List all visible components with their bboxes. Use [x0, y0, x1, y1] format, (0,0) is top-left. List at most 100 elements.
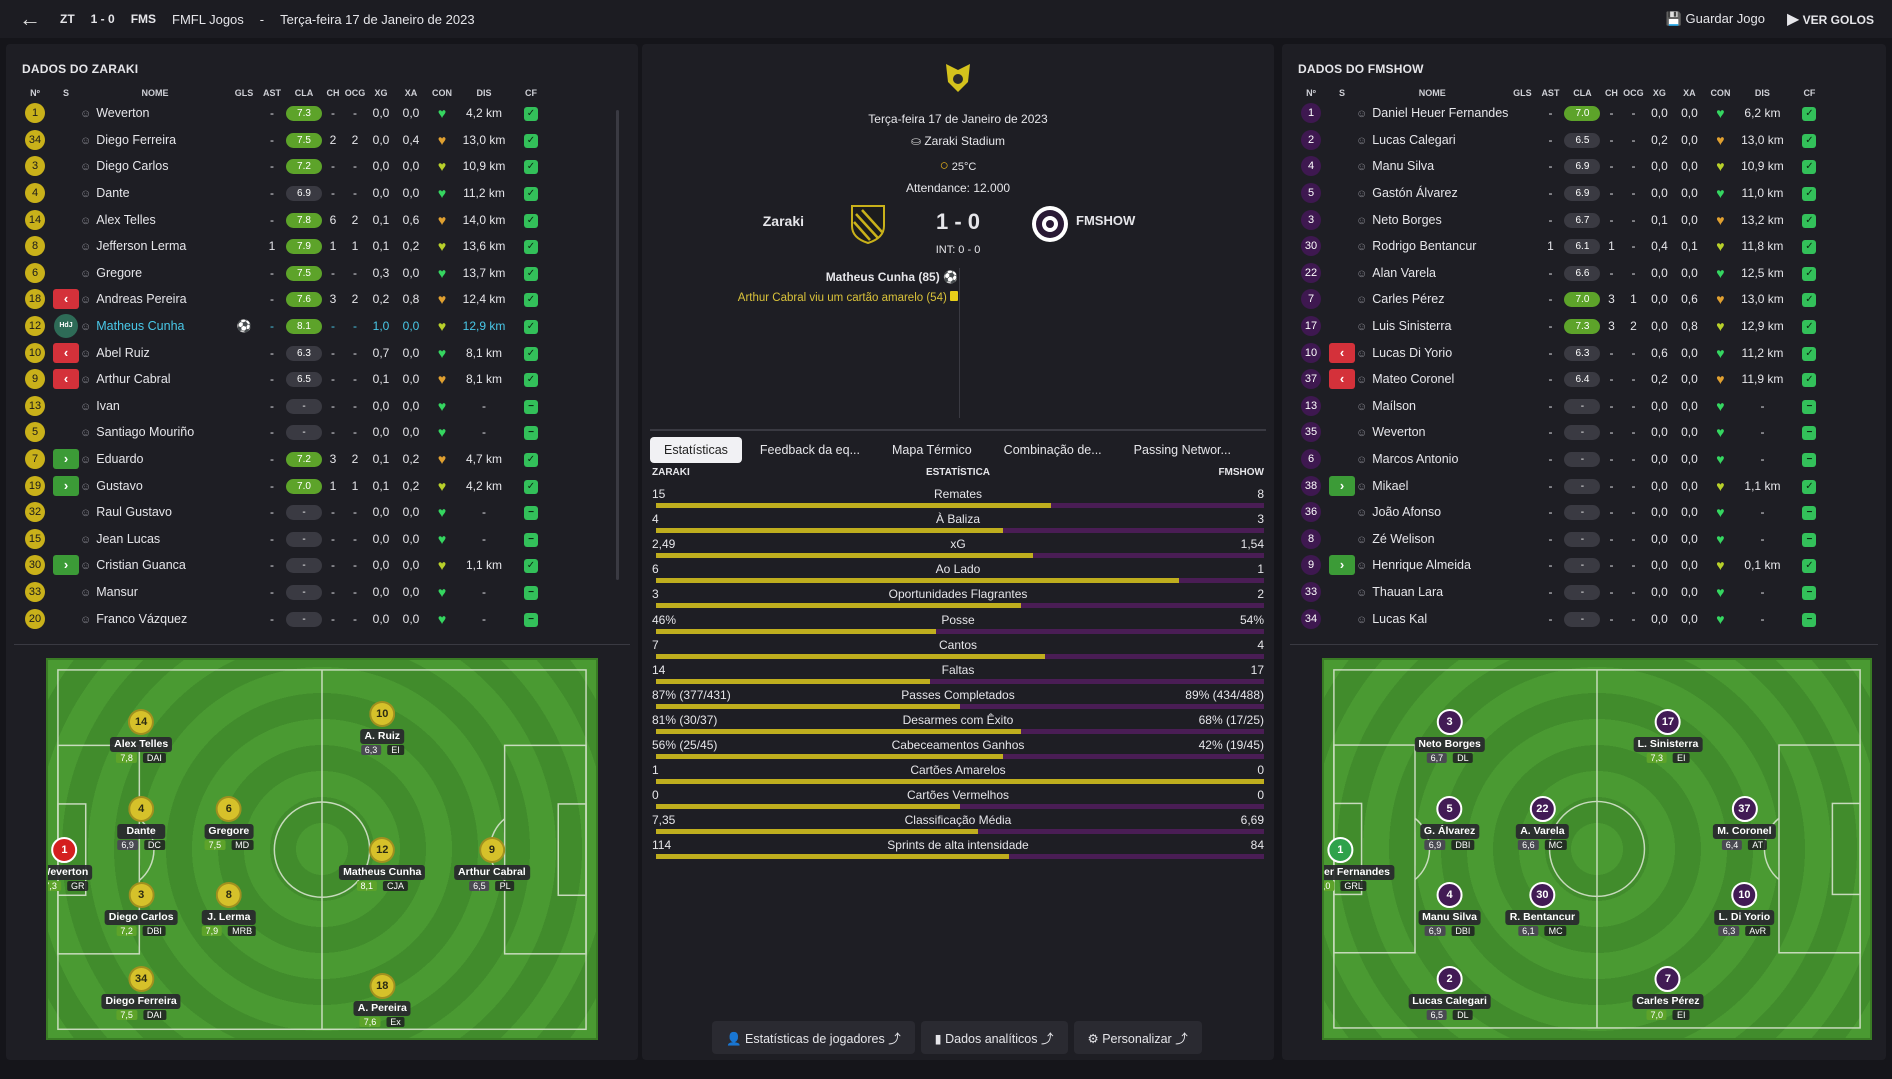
pitch-player-token[interactable]: 17 L. Sinisterra 7,3 EI: [1633, 708, 1703, 763]
pitch-player-token[interactable]: 3 Diego Carlos 7,2 DBI: [104, 882, 178, 937]
pitch-player-token[interactable]: 6 Gregore 7,5 MD: [204, 795, 254, 850]
column-header[interactable]: XA: [1683, 88, 1696, 98]
table-row[interactable]: 9 ‹ ☺ Arthur Cabral - 6.5 - - 0,1 0,0 ♥ 8…: [18, 366, 552, 393]
player-name[interactable]: Rodrigo Bentancur: [1372, 239, 1477, 254]
pitch-player-token[interactable]: 18 A. Pereira 7,6 Ex: [353, 973, 411, 1028]
table-row[interactable]: 4 ☺ Dante - 6.9 - - 0,0 0,0 ♥ 11,2 km ✓: [18, 180, 552, 207]
column-header[interactable]: XG: [374, 88, 388, 98]
column-header[interactable]: CLA: [1573, 88, 1592, 98]
column-header[interactable]: AST: [263, 88, 281, 98]
table-row[interactable]: 6 ☺ Gregore - 7.5 - - 0,3 0,0 ♥ 13,7 km ✓: [18, 260, 552, 287]
pitch-player-token[interactable]: 8 J. Lerma 7,9 MRB: [201, 882, 257, 937]
table-row[interactable]: 35 ☺ Weverton - - - - 0,0 0,0 ♥ - −: [1294, 419, 1830, 446]
table-row[interactable]: 18 ‹ ☺ Andreas Pereira - 7.6 3 2 0,2 0,8 …: [18, 286, 552, 313]
home-team-name[interactable]: Zaraki: [762, 213, 804, 229]
table-row[interactable]: 6 ☺ Marcos Antonio - - - - 0,0 0,0 ♥ - −: [1294, 446, 1830, 473]
column-header[interactable]: DIS: [1754, 88, 1770, 98]
pitch-player-token[interactable]: 1 D. Heuer Fernandes 7,0 GRL: [1324, 837, 1394, 892]
table-row[interactable]: 10 ‹ ☺ Lucas Di Yorio - 6.3 - - 0,6 0,0 ♥…: [1294, 339, 1830, 366]
tab-combination[interactable]: Combinação de...: [1003, 443, 1102, 457]
pitch-player-token[interactable]: 10 L. Di Yorio 6,3 AvR: [1714, 882, 1775, 937]
player-name[interactable]: Marcos Antonio: [1372, 452, 1459, 467]
column-header[interactable]: DIS: [476, 88, 492, 98]
away-team-name[interactable]: FMSHOW: [1076, 213, 1136, 228]
player-name[interactable]: Maílson: [1372, 398, 1417, 413]
player-name[interactable]: Weverton: [1372, 425, 1426, 440]
table-row[interactable]: 12 HdJ ☺ Matheus Cunha ⚽ - 8.1 - - 1,0 0,…: [18, 313, 552, 340]
column-header[interactable]: XA: [404, 88, 418, 98]
column-header[interactable]: CON: [432, 88, 452, 98]
column-header[interactable]: XG: [1652, 88, 1666, 98]
pitch-player-token[interactable]: 12 Matheus Cunha 8,1 CJA: [339, 837, 426, 892]
table-row[interactable]: 1 ☺ Weverton - 7.3 - - 0,0 0,0 ♥ 4,2 km ✓: [18, 100, 552, 127]
table-row[interactable]: 37 ‹ ☺ Mateo Coronel - 6.4 - - 0,2 0,0 ♥ …: [1294, 366, 1830, 393]
table-row[interactable]: 14 ☺ Alex Telles - 7.8 6 2 0,1 0,6 ♥ 14,0…: [18, 206, 552, 233]
column-header[interactable]: OCG: [344, 88, 366, 98]
column-header[interactable]: S: [62, 88, 69, 98]
pitch-player-token[interactable]: 7 Carles Pérez 7,0 EI: [1632, 965, 1704, 1020]
player-name[interactable]: Gustavo: [96, 478, 143, 493]
table-row[interactable]: 3 ☺ Neto Borges - 6.7 - - 0,1 0,0 ♥ 13,2 …: [1294, 206, 1830, 233]
player-name[interactable]: Gastón Álvarez: [1372, 186, 1458, 201]
player-name[interactable]: Jefferson Lerma: [96, 239, 187, 254]
table-row[interactable]: 33 ☺ Mansur - - - - 0,0 0,0 ♥ - −: [18, 579, 552, 606]
player-name[interactable]: Mansur: [96, 584, 138, 599]
column-header[interactable]: GLS: [1513, 88, 1532, 98]
table-row[interactable]: 2 ☺ Lucas Calegari - 6.5 - - 0,2 0,0 ♥ 13…: [1294, 127, 1830, 154]
column-header[interactable]: NOME: [1418, 88, 1446, 98]
player-name[interactable]: Luis Sinisterra: [1372, 319, 1452, 334]
view-goals-button[interactable]: ▶ VER GOLOS: [1787, 9, 1874, 29]
player-name[interactable]: Franco Vázquez: [96, 611, 188, 626]
pitch-player-token[interactable]: 9 Arthur Cabral 6,5 PL: [454, 837, 530, 892]
back-arrow-icon[interactable]: ←: [19, 6, 41, 31]
player-name[interactable]: Ivan: [96, 398, 120, 413]
pitch-player-token[interactable]: 14 Alex Telles 7,8 DAI: [110, 708, 173, 763]
player-name[interactable]: Diego Ferreira: [96, 132, 177, 147]
player-name[interactable]: Eduardo: [96, 452, 144, 467]
table-row[interactable]: 3 ☺ Diego Carlos - 7.2 - - 0,0 0,0 ♥ 10,9…: [18, 153, 552, 180]
column-header[interactable]: AST: [1541, 88, 1560, 98]
table-row[interactable]: 8 ☺ Jefferson Lerma 1 7.9 1 1 0,1 0,2 ♥ 1…: [18, 233, 552, 260]
player-name[interactable]: Alan Varela: [1372, 265, 1436, 280]
pitch-player-token[interactable]: 37 M. Coronel 6,4 AT: [1713, 795, 1776, 850]
player-name[interactable]: Gregore: [96, 265, 143, 280]
player-name[interactable]: Lucas Kal: [1372, 611, 1428, 626]
table-row[interactable]: 15 ☺ Jean Lucas - - - - 0,0 0,0 ♥ - −: [18, 526, 552, 553]
table-row[interactable]: 22 ☺ Alan Varela - 6.6 - - 0,0 0,0 ♥ 12,5…: [1294, 260, 1830, 287]
pitch-player-token[interactable]: 4 Dante 6,9 DC: [117, 795, 165, 850]
player-name[interactable]: João Afonso: [1372, 505, 1442, 520]
pitch-player-token[interactable]: 22 A. Varela 6,6 MC: [1516, 795, 1569, 850]
table-row[interactable]: 34 ☺ Lucas Kal - - - - 0,0 0,0 ♥ - −: [1294, 605, 1830, 632]
table-row[interactable]: 20 ☺ Franco Vázquez - - - - 0,0 0,0 ♥ - −: [18, 605, 552, 632]
analytics-button[interactable]: ▮ Dados analíticos ⤴: [920, 1021, 1068, 1054]
player-name[interactable]: Diego Carlos: [96, 159, 169, 174]
player-name[interactable]: Weverton: [96, 106, 150, 121]
table-row[interactable]: 19 › ☺ Gustavo - 7.0 1 1 0,1 0,2 ♥ 4,2 km…: [18, 472, 552, 499]
table-row[interactable]: 38 › ☺ Mikael - - - - 0,0 0,0 ♥ 1,1 km ✓: [1294, 472, 1830, 499]
column-header[interactable]: CH: [1604, 88, 1618, 98]
player-name[interactable]: Carles Pérez: [1372, 292, 1445, 307]
player-name[interactable]: Dante: [96, 186, 130, 201]
column-header[interactable]: CH: [326, 88, 340, 98]
table-row[interactable]: 30 › ☺ Cristian Guanca - - - - 0,0 0,0 ♥ …: [18, 552, 552, 579]
player-name[interactable]: Henrique Almeida: [1372, 558, 1471, 573]
table-row[interactable]: 13 ☺ Maílson - - - - 0,0 0,0 ♥ - −: [1294, 393, 1830, 420]
tab-heatmap[interactable]: Mapa Térmico: [892, 443, 972, 457]
column-header[interactable]: GLS: [234, 88, 254, 98]
player-name[interactable]: Neto Borges: [1372, 212, 1442, 227]
column-header[interactable]: CF: [525, 88, 537, 98]
column-header[interactable]: S: [1338, 88, 1345, 98]
player-name[interactable]: Lucas Di Yorio: [1372, 345, 1453, 360]
table-row[interactable]: 33 ☺ Thauan Lara - - - - 0,0 0,0 ♥ - −: [1294, 579, 1830, 606]
player-name[interactable]: Lucas Calegari: [1372, 132, 1456, 147]
table-row[interactable]: 7 › ☺ Eduardo - 7.2 3 2 0,1 0,2 ♥ 4,7 km …: [18, 446, 552, 473]
column-header[interactable]: NOME: [141, 88, 169, 98]
player-name[interactable]: Arthur Cabral: [96, 372, 171, 387]
player-name[interactable]: Mikael: [1372, 478, 1409, 493]
pitch-player-token[interactable]: 10 A. Ruiz 6,3 EI: [360, 701, 405, 756]
table-row[interactable]: 4 ☺ Manu Silva - 6.9 - - 0,0 0,0 ♥ 10,9 k…: [1294, 153, 1830, 180]
competition-link[interactable]: FMFL Jogos: [172, 11, 244, 27]
table-row[interactable]: 34 ☺ Diego Ferreira - 7.5 2 2 0,0 0,4 ♥ 1…: [18, 127, 552, 154]
table-row[interactable]: 5 ☺ Santiago Mouriño - - - - 0,0 0,0 ♥ - …: [18, 419, 552, 446]
home-table-scrollbar[interactable]: [616, 110, 619, 580]
